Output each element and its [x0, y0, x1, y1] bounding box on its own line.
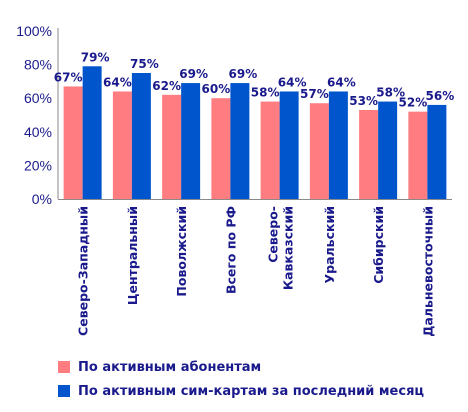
data-label: 56% [426, 89, 455, 103]
data-label: 58% [251, 86, 280, 100]
bar-series [63, 66, 447, 199]
category-labels: Северо-Западный Центральный Поволжский Всег… [76, 206, 436, 337]
legend: По активным абонентам По активным сим-ка… [58, 356, 424, 404]
data-label: 79% [81, 50, 110, 64]
y-tick-label: 60% [24, 90, 52, 106]
legend-swatch-pink [58, 361, 70, 373]
bar-sim-cards [131, 73, 151, 199]
data-label: 64% [327, 75, 356, 89]
bar-sim-cards [181, 83, 201, 199]
legend-item-active-subscribers: По активным абонентам [58, 356, 424, 378]
data-label: 57% [300, 87, 329, 101]
y-tick-label: 40% [24, 124, 52, 140]
category-label: Кавказский [281, 206, 296, 290]
y-tick-label: 80% [24, 57, 52, 73]
y-tick-label: 20% [24, 157, 52, 173]
bar-subscribers [211, 98, 231, 199]
data-label: 64% [278, 75, 307, 89]
bar-chart: 0% 20% 40% 60% 80% 100% 67% 64% 62% 60% 58% 57% 53%… [16, 23, 454, 337]
category-label: Сибирский [371, 206, 386, 284]
data-label: 75% [130, 57, 159, 71]
data-label: 69% [229, 67, 258, 81]
data-label: 53% [349, 94, 378, 108]
bar-subscribers [408, 111, 428, 199]
bar-sim-cards [82, 66, 102, 199]
bar-sim-cards [230, 83, 250, 199]
legend-item-active-sim-cards: По активным сим-картам за последний меся… [58, 380, 424, 402]
category-label: Дальневосточный [420, 206, 435, 337]
data-label: 52% [399, 96, 428, 110]
data-label: 62% [152, 79, 181, 93]
legend-label: По активным абонентам [78, 359, 262, 375]
bar-sim-cards [328, 91, 348, 199]
y-tick-label: 0% [32, 191, 52, 207]
bar-subscribers [260, 101, 280, 199]
category-label: Северо- [266, 206, 281, 263]
data-label: 58% [376, 86, 405, 100]
bar-subscribers [162, 94, 182, 199]
data-label: 60% [202, 82, 231, 96]
bar-subscribers [112, 91, 132, 199]
category-label: Всего по РФ [223, 206, 238, 294]
bar-subscribers [359, 109, 379, 199]
y-tick-label: 100% [16, 23, 52, 39]
legend-swatch-blue [58, 385, 70, 397]
legend-label: По активным сим-картам за последний меся… [78, 383, 425, 399]
bar-sim-cards [378, 101, 398, 199]
data-labels: 67% 64% 62% 60% 58% 57% 53% 52% 79% 75% 69% 69% 64% 6… [54, 50, 454, 109]
category-label: Уральский [322, 206, 337, 284]
bar-sim-cards [279, 91, 299, 199]
bar-subscribers [63, 86, 83, 199]
y-tick-labels: 0% 20% 40% 60% 80% 100% [16, 23, 52, 207]
category-label: Центральный [125, 206, 140, 305]
bar-subscribers [309, 103, 329, 199]
category-label: Северо-Западный [76, 206, 91, 336]
data-label: 64% [103, 75, 132, 89]
data-label: 67% [54, 70, 83, 84]
bar-sim-cards [427, 104, 447, 199]
data-label: 69% [179, 67, 208, 81]
category-label: Поволжский [174, 206, 189, 297]
